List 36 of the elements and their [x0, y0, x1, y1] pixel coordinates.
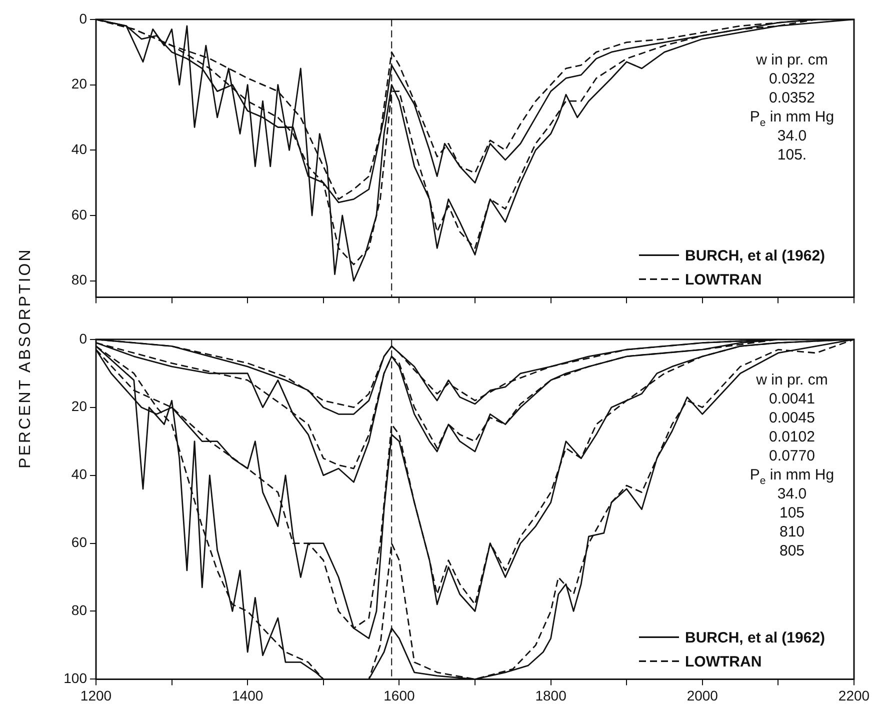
annotation: 34.0: [777, 127, 807, 144]
annotation: 0.0770: [769, 447, 815, 464]
legend-label: BURCH, et al (1962): [685, 629, 826, 646]
annotation: 810: [779, 523, 805, 540]
y-tick-label: 60: [71, 534, 88, 550]
y-tick-label: 0: [79, 330, 88, 346]
annotation: 105: [779, 504, 805, 522]
x-tick-label: 1400: [232, 687, 264, 704]
y-tick-label: 20: [71, 76, 88, 92]
legend-label: LOWTRAN: [685, 653, 762, 670]
x-tick-label: 2000: [686, 687, 718, 704]
y-tick-label: 40: [71, 140, 88, 157]
annotation: 0.0352: [769, 89, 815, 106]
x-tick-label: 1600: [384, 687, 415, 704]
y-tick-label: 80: [71, 602, 88, 618]
y-axis-title: PERCENT ABSORPTION: [17, 248, 35, 468]
annotation: w in pr. cm: [755, 371, 828, 388]
annotation: 0.0322: [769, 70, 815, 88]
y-tick-label: 20: [71, 398, 88, 414]
annotation: 0.0102: [769, 428, 815, 446]
annotation: 34.0: [777, 485, 807, 502]
annotation: w in pr. cm: [755, 51, 828, 68]
y-tick-label: 100: [64, 670, 88, 686]
annotation: 0.0041: [769, 390, 815, 408]
x-tick-label: 1200: [80, 687, 112, 704]
annotation: 0.0045: [769, 409, 815, 426]
legend-label: BURCH, et al (1962): [685, 247, 826, 264]
y-tick-label: 80: [71, 272, 88, 288]
y-tick-label: 40: [71, 466, 88, 482]
annotation: 805: [779, 542, 805, 560]
x-tick-label: 2200: [838, 687, 870, 704]
annotation: 105.: [777, 146, 807, 164]
y-tick-label: 0: [79, 10, 88, 26]
x-tick-label: 1800: [535, 687, 567, 704]
legend-label: LOWTRAN: [685, 271, 762, 288]
y-tick-label: 60: [71, 206, 88, 222]
